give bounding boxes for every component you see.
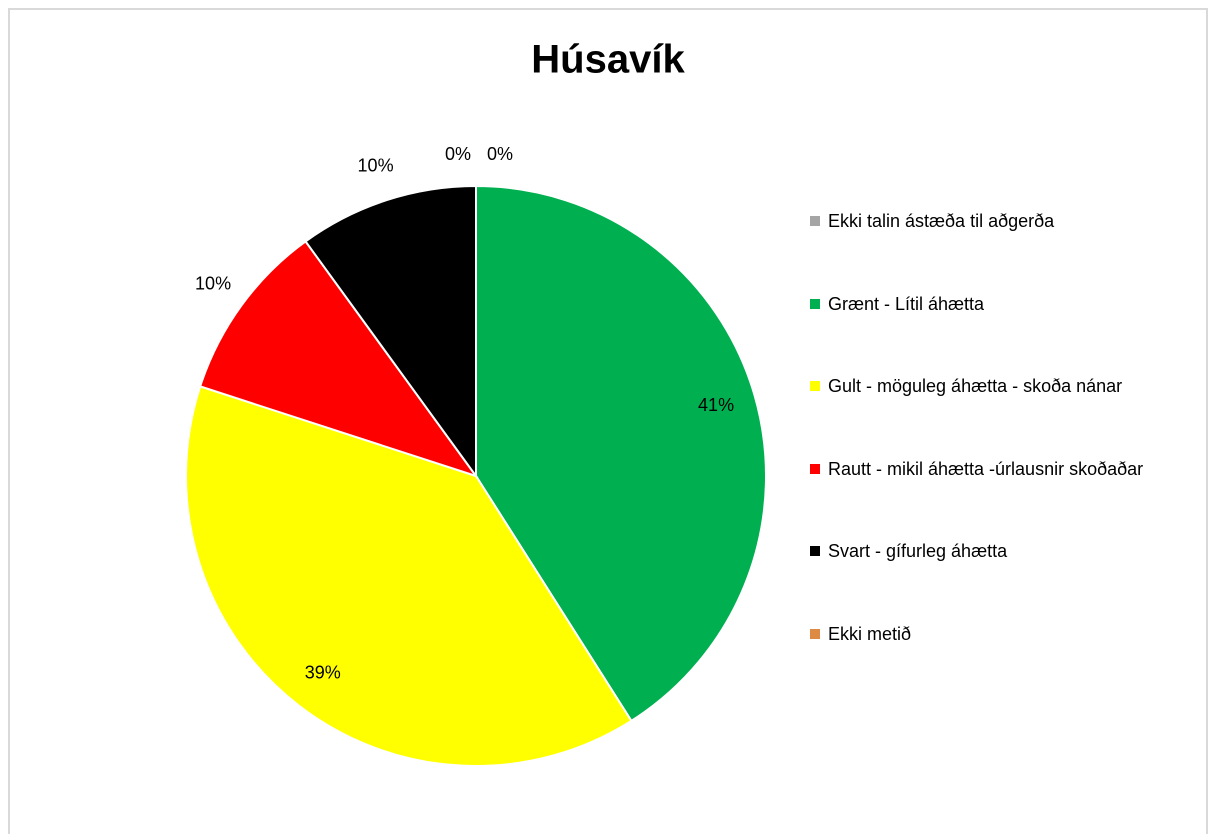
legend-label: Ekki metið bbox=[828, 623, 912, 644]
legend-swatch bbox=[810, 381, 820, 392]
legend-swatch bbox=[810, 298, 820, 309]
legend-item: Svart - gífurleg áhætta bbox=[810, 538, 1210, 564]
legend-label: Grænt - Lítil áhætta bbox=[828, 293, 985, 314]
legend-swatch bbox=[810, 628, 820, 639]
legend-label: Gult - möguleg áhætta - skoða nánar bbox=[828, 376, 1123, 397]
legend-item: Gult - möguleg áhætta - skoða nánar bbox=[810, 373, 1210, 399]
legend-label: Svart - gífurleg áhætta bbox=[828, 541, 1008, 562]
data-label: 10% bbox=[195, 274, 231, 294]
pie-slice bbox=[304, 184, 477, 480]
pie-slice bbox=[198, 239, 479, 478]
pie-slice bbox=[185, 385, 633, 767]
legend-item: Rautt - mikil áhætta -úrlausnir skoðaðar bbox=[810, 456, 1210, 482]
legend-item: Ekki talin ástæða til aðgerða bbox=[810, 208, 1210, 234]
legend-swatch bbox=[810, 216, 820, 227]
pie-slice bbox=[475, 184, 767, 723]
legend-item: Grænt - Lítil áhætta bbox=[810, 291, 1210, 317]
chart-title: Húsavík bbox=[531, 38, 685, 82]
legend-swatch bbox=[810, 463, 820, 474]
data-label: 0% bbox=[445, 144, 471, 164]
legend-swatch bbox=[810, 546, 820, 557]
legend: Ekki talin ástæða til aðgerða Grænt - Lít… bbox=[810, 180, 1210, 675]
legend-label: Rautt - mikil áhætta -úrlausnir skoðaðar bbox=[828, 458, 1144, 479]
chart-frame bbox=[8, 8, 1208, 834]
legend-item: Ekki metið bbox=[810, 621, 1210, 647]
data-label: 41% bbox=[698, 395, 734, 415]
data-label: 0% bbox=[487, 144, 513, 164]
legend-label: Ekki talin ástæða til aðgerða bbox=[828, 211, 1055, 232]
data-label: 10% bbox=[358, 156, 394, 176]
data-label: 39% bbox=[305, 662, 341, 682]
